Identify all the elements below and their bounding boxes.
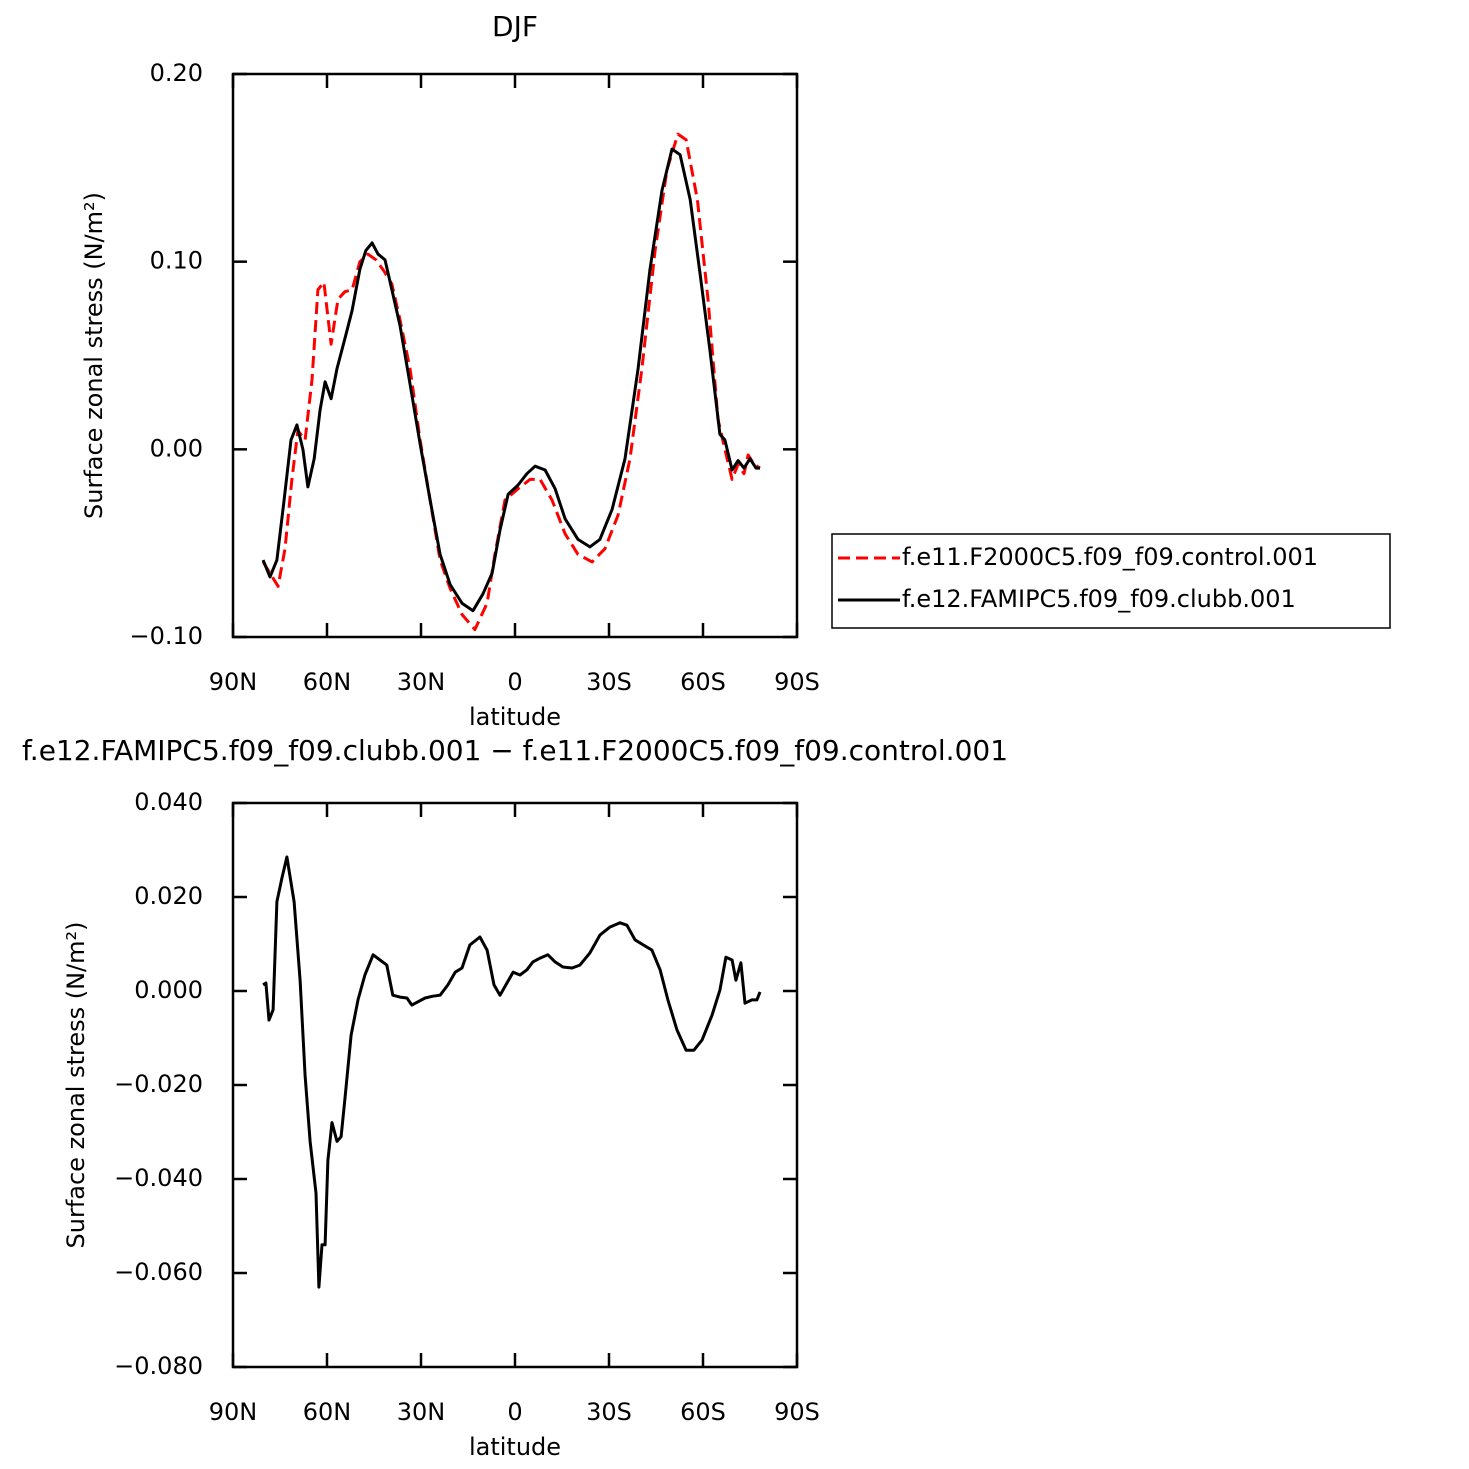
x-tick-label: 90S (774, 668, 820, 696)
y-tick-label: 0.00 (150, 434, 203, 462)
x-tick-label: 30N (397, 668, 446, 696)
y-axis-label: Surface zonal stress (N/m²) (62, 922, 90, 1249)
y-tick-label: −0.040 (114, 1164, 203, 1192)
chart-title: f.e12.FAMIPC5.f09_f09.clubb.001 − f.e11.… (22, 734, 1008, 767)
x-tick-label: 90N (209, 668, 258, 696)
y-tick-label: 0.040 (134, 788, 203, 816)
y-tick-label: 0.10 (150, 247, 203, 275)
x-tick-label: 60N (303, 1398, 352, 1426)
y-tick-label: −0.060 (114, 1258, 203, 1286)
data-line (262, 855, 762, 1289)
x-tick-label: 0 (507, 668, 522, 696)
y-axis-label: Surface zonal stress (N/m²) (80, 192, 108, 519)
legend-label: f.e12.FAMIPC5.f09_f09.clubb.001 (902, 585, 1296, 613)
x-tick-label: 60S (680, 1398, 726, 1426)
x-tick-label: 60S (680, 668, 726, 696)
x-tick-label: 30S (586, 668, 632, 696)
y-tick-label: 0.20 (150, 59, 203, 87)
x-tick-label: 90N (209, 1398, 258, 1426)
x-tick-label: 0 (507, 1398, 522, 1426)
data-line (261, 147, 760, 613)
y-tick-label: 0.020 (134, 882, 203, 910)
x-tick-label: 90S (774, 1398, 820, 1426)
x-axis-label: latitude (469, 703, 561, 731)
y-tick-label: −0.020 (114, 1070, 203, 1098)
legend-box (831, 533, 1391, 629)
x-tick-label: 30S (586, 1398, 632, 1426)
y-tick-label: −0.080 (114, 1352, 203, 1380)
legend-label: f.e11.F2000C5.f09_f09.control.001 (902, 543, 1318, 571)
x-axis-label: latitude (469, 1433, 561, 1461)
data-line (261, 132, 761, 631)
chart-title: DJF (492, 10, 538, 43)
y-tick-label: 0.000 (134, 976, 203, 1004)
y-tick-label: −0.10 (129, 622, 203, 650)
x-tick-label: 60N (303, 668, 352, 696)
x-tick-label: 30N (397, 1398, 446, 1426)
